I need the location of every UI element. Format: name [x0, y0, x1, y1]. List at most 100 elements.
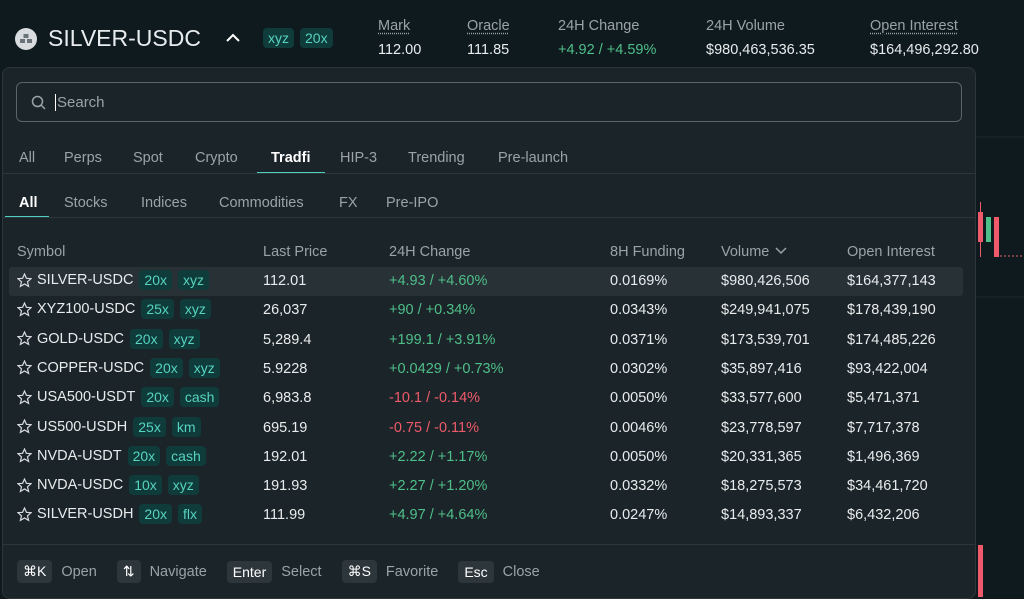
change: +0.0429 / +0.73%	[389, 361, 504, 377]
volume: $980,426,506	[721, 273, 810, 289]
volume: $35,897,416	[721, 361, 802, 377]
last-price: 5.9228	[263, 361, 307, 377]
badge: xyz	[263, 28, 294, 48]
table-row[interactable]: GOLD-USDC 20x xyz 5,289.4 +199.1 / +3.91% 0.0…	[9, 326, 963, 355]
symbol-cell: SILVER-USDH 20x flx	[17, 504, 202, 524]
tab[interactable]: Trending	[408, 150, 465, 166]
divider	[3, 217, 975, 218]
chevron[interactable]	[224, 30, 242, 46]
funding: 0.0169%	[610, 273, 667, 289]
shortcut-key[interactable]: Enter	[227, 561, 272, 583]
leverage-badge: 20x	[150, 358, 183, 378]
table-row[interactable]: XYZ100-USDC 25x xyz 26,037 +90 / +0.34% 0.034…	[9, 296, 963, 325]
subtab[interactable]: Indices	[141, 195, 187, 211]
shortcut-label: Close	[503, 564, 540, 580]
favorite-star[interactable]	[17, 448, 32, 463]
subtab[interactable]: Stocks	[64, 195, 108, 211]
divider	[3, 173, 975, 174]
volume: $14,893,337	[721, 507, 802, 523]
shortcut-label: Open	[61, 564, 96, 580]
funding: 0.0302%	[610, 361, 667, 377]
table-row[interactable]: SILVER-USDC 20x xyz 112.01 +4.93 / +4.60% 0.0…	[9, 267, 963, 296]
column-header[interactable]: Last Price	[263, 244, 327, 260]
sort-icon	[774, 246, 788, 256]
shortcuts: ⌘K Open ⇅ Navigate Enter Select ⌘S Favorite Esc C…	[17, 560, 560, 583]
change: +4.93 / +4.60%	[389, 273, 487, 289]
tab[interactable]: Pre-launch	[498, 150, 568, 166]
stat-label: Mark	[378, 18, 410, 34]
badges: xyz 20x	[263, 28, 333, 48]
subtab[interactable]: Pre-IPO	[386, 195, 438, 211]
open-interest: $7,717,378	[847, 420, 920, 436]
stat-label: Open Interest	[870, 18, 958, 34]
symbol: USA500-USDT	[37, 389, 135, 405]
leverage-badge: 20x	[128, 446, 161, 466]
leverage-badge: 20x	[130, 329, 163, 349]
open-interest: $93,422,004	[847, 361, 928, 377]
stat-label: Oracle	[467, 18, 510, 34]
table-row[interactable]: SILVER-USDH 20x flx 111.99 +4.97 / +4.64% 0.0…	[9, 501, 963, 530]
stat-value: +4.92 / +4.59%	[558, 42, 656, 58]
symbol-icon	[14, 27, 38, 51]
favorite-star[interactable]	[17, 390, 32, 405]
volume: $249,941,075	[721, 302, 810, 318]
search-box[interactable]: Search	[16, 82, 962, 122]
symbol[interactable]: SILVER-USDC	[48, 25, 201, 52]
favorite-star[interactable]	[17, 478, 32, 493]
tab[interactable]: Crypto	[195, 150, 238, 166]
tab[interactable]: Spot	[133, 150, 163, 166]
subtab[interactable]: Commodities	[219, 195, 304, 211]
leverage-badge: 20x	[139, 504, 172, 524]
last-price: 26,037	[263, 302, 307, 318]
last-price: 192.01	[263, 449, 307, 465]
column-header[interactable]: Open Interest	[847, 244, 935, 260]
favorite-star[interactable]	[17, 331, 32, 346]
change: +90 / +0.34%	[389, 302, 475, 318]
subtab[interactable]: FX	[339, 195, 358, 211]
favorite-star[interactable]	[17, 273, 32, 288]
tab[interactable]: HIP-3	[340, 150, 377, 166]
favorite-star[interactable]	[17, 507, 32, 522]
open-interest: $174,485,226	[847, 332, 936, 348]
chart-background	[976, 67, 1024, 597]
table-row[interactable]: NVDA-USDC 10x xyz 191.93 +2.27 / +1.20% 0.033…	[9, 472, 963, 501]
search-placeholder: Search	[55, 94, 105, 111]
shortcut-key[interactable]: ⌘S	[342, 560, 377, 583]
symbol: XYZ100-USDC	[37, 301, 135, 317]
stat-value: $164,496,292.80	[870, 42, 979, 58]
market-selector: Search All Perps Spot Crypto Tradfi HIP-3 Tren…	[2, 67, 976, 599]
change: +4.97 / +4.64%	[389, 507, 487, 523]
shortcut-key[interactable]: ⇅	[117, 560, 141, 583]
change: -0.75 / -0.11%	[389, 420, 479, 436]
search-icon	[31, 95, 47, 111]
funding: 0.0332%	[610, 478, 667, 494]
symbol-cell: NVDA-USDC 10x xyz	[17, 475, 199, 495]
tab[interactable]: Perps	[64, 150, 102, 166]
shortcut-key[interactable]: Esc	[458, 561, 493, 583]
table-row[interactable]: US500-USDH 25x km 695.19 -0.75 / -0.11% 0.004…	[9, 414, 963, 443]
table-row[interactable]: NVDA-USDT 20x cash 192.01 +2.22 / +1.17% 0.00…	[9, 443, 963, 472]
shortcut-label: Navigate	[150, 564, 207, 580]
column-header[interactable]: Symbol	[17, 244, 65, 260]
shortcut-key[interactable]: ⌘K	[17, 560, 52, 583]
symbol-cell: XYZ100-USDC 25x xyz	[17, 299, 211, 319]
dex-badge: flx	[178, 504, 202, 524]
funding: 0.0371%	[610, 332, 667, 348]
favorite-star[interactable]	[17, 302, 32, 317]
open-interest: $178,439,190	[847, 302, 936, 318]
favorite-star[interactable]	[17, 360, 32, 375]
column-header[interactable]: Volume	[721, 244, 788, 260]
change: +199.1 / +3.91%	[389, 332, 495, 348]
dex-badge: cash	[180, 387, 220, 407]
subtab[interactable]: All	[19, 195, 38, 211]
table-row[interactable]: USA500-USDT 20x cash 6,983.8 -10.1 / -0.14% 0…	[9, 384, 963, 413]
tab[interactable]: Tradfi	[271, 150, 310, 166]
leverage-badge: 20x	[141, 387, 174, 407]
symbol-cell: USA500-USDT 20x cash	[17, 387, 219, 407]
column-header[interactable]: 8H Funding	[610, 244, 685, 260]
tab[interactable]: All	[19, 150, 35, 166]
table-row[interactable]: COPPER-USDC 20x xyz 5.9228 +0.0429 / +0.73% 0…	[9, 355, 963, 384]
last-price: 6,983.8	[263, 390, 311, 406]
favorite-star[interactable]	[17, 419, 32, 434]
column-header[interactable]: 24H Change	[389, 244, 470, 260]
